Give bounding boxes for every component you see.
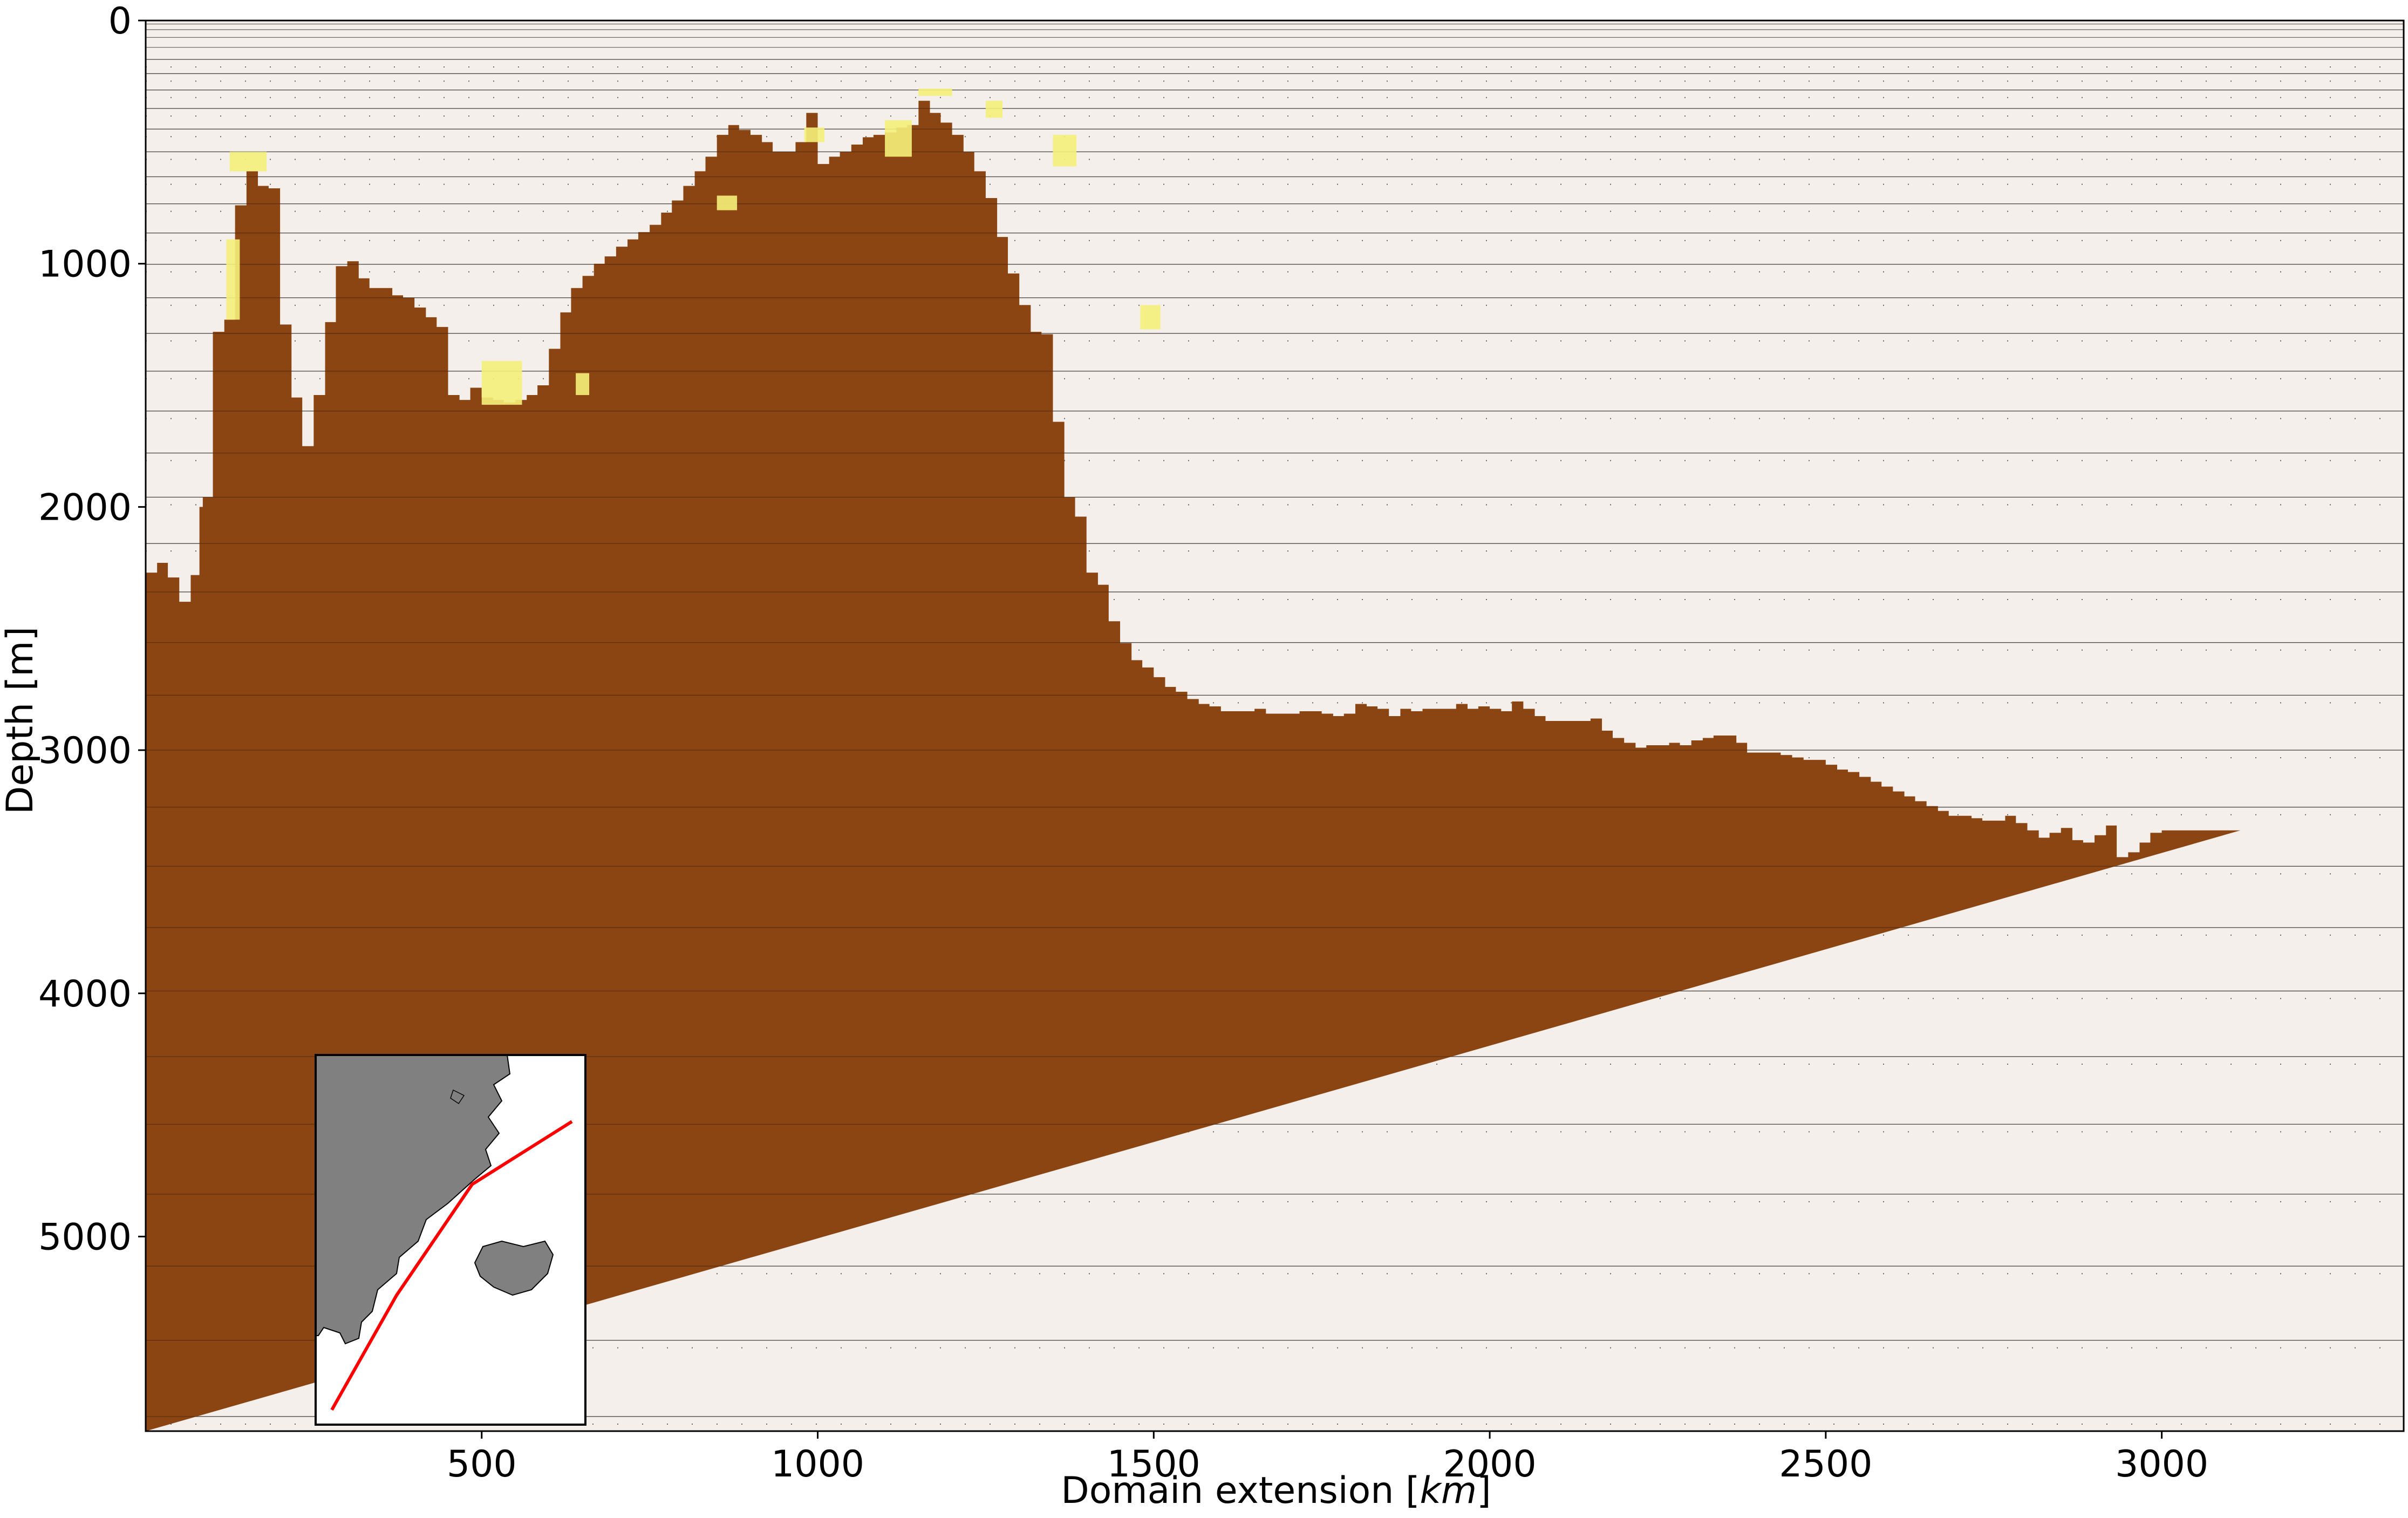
y-tick-label: 1000 — [38, 243, 132, 286]
x-tick-label: 2500 — [1779, 1443, 1872, 1486]
inset-location-map — [315, 1054, 586, 1426]
y-tick-label: 4000 — [38, 973, 132, 1016]
y-tick-label: 5000 — [38, 1216, 132, 1258]
x-tick-label: 2000 — [1443, 1443, 1537, 1486]
partial-cell — [885, 120, 912, 157]
section-line — [330, 1120, 573, 1411]
partial-cell — [985, 100, 1003, 118]
y-axis-label: Depth [m] — [0, 627, 42, 814]
partial-cell — [226, 239, 240, 320]
x-tick-label: 1000 — [771, 1443, 864, 1486]
x-tick-label: 1500 — [1107, 1443, 1200, 1486]
partial-cell — [918, 89, 952, 96]
bathymetry-area — [146, 100, 2241, 1431]
x-tick-label: 3000 — [2115, 1443, 2208, 1486]
y-tick-label: 3000 — [38, 730, 132, 772]
greenland-coast-land — [315, 1054, 511, 1345]
partial-cell — [717, 195, 738, 210]
partial-cell — [1140, 305, 1161, 330]
iceland-land — [474, 1240, 554, 1296]
partial-cell — [229, 152, 267, 172]
partial-cell — [1053, 134, 1077, 167]
x-tick-label: 500 — [447, 1443, 517, 1486]
plot-frame — [145, 19, 2405, 1432]
small-island — [450, 1089, 465, 1105]
x-axis-label: Domain extension [km] — [1061, 1469, 1491, 1512]
partial-cell — [481, 360, 522, 405]
partial-cell — [576, 373, 590, 396]
y-tick-label: 0 — [108, 0, 132, 43]
partial-cell — [804, 127, 824, 142]
axes: 500 1000 1500 2000 2500 3000 0 1000 2000 3000 4000… — [38, 0, 2405, 1486]
inset-frame — [315, 1054, 586, 1426]
model-levels — [146, 21, 2404, 1425]
y-tick-label: 2000 — [38, 486, 132, 529]
